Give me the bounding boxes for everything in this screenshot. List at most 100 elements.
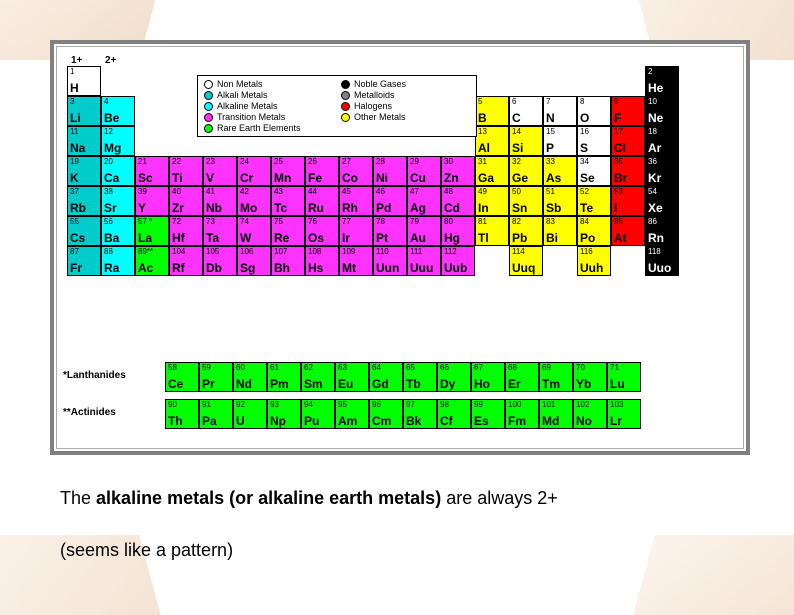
element-cell: 110Uun [373, 246, 407, 276]
element-cell: 5B [475, 96, 509, 126]
element-symbol: Uub [444, 262, 467, 274]
element-cell: 82Pb [509, 216, 543, 246]
element-symbol: Tm [542, 378, 560, 390]
element-cell: 94Pu [301, 399, 335, 429]
atomic-number: 57 * [138, 218, 152, 226]
atomic-number: 82 [512, 218, 521, 226]
atomic-number: 26 [308, 158, 317, 166]
atomic-number: 3 [70, 98, 74, 106]
element-symbol: Ga [478, 172, 494, 184]
element-cell: 109Mt [339, 246, 373, 276]
element-symbol: Po [580, 232, 595, 244]
element-cell: 57 * La [135, 216, 169, 246]
atomic-number: 97 [406, 401, 415, 409]
element-symbol: In [478, 202, 489, 214]
element-symbol: Rf [172, 262, 185, 274]
lanthanides-label: *Lanthanides [63, 370, 126, 381]
element-cell: 81Tl [475, 216, 509, 246]
element-symbol: Ac [138, 262, 153, 274]
element-cell: 49In [475, 186, 509, 216]
element-cell: 70Yb [573, 362, 607, 392]
element-symbol: Es [474, 415, 489, 427]
atomic-number: 13 [478, 128, 487, 136]
element-cell: 68Er [505, 362, 539, 392]
element-cell: 79Au [407, 216, 441, 246]
atomic-number: 50 [512, 188, 521, 196]
legend-swatch [341, 80, 350, 89]
element-symbol: Gd [372, 378, 389, 390]
atomic-number: 68 [508, 364, 517, 372]
element-symbol: Fe [308, 172, 322, 184]
element-cell: 3 Li [67, 96, 101, 126]
element-cell: 21Sc [135, 156, 169, 186]
atomic-number: 32 [512, 158, 521, 166]
element-cell: 97Bk [403, 399, 437, 429]
legend-item: Transition Metals [204, 112, 333, 122]
element-symbol: Zn [444, 172, 459, 184]
legend-label: Noble Gases [354, 79, 406, 89]
element-symbol: Bi [546, 232, 558, 244]
element-symbol: S [580, 142, 588, 154]
atomic-number: 64 [372, 364, 381, 372]
element-symbol: Os [308, 232, 324, 244]
element-cell: 4Be [101, 96, 135, 126]
atomic-number: 118 [648, 248, 661, 256]
atomic-number: 66 [440, 364, 449, 372]
atomic-number: 43 [274, 188, 283, 196]
element-symbol: Pu [304, 415, 319, 427]
element-symbol: Rh [342, 202, 358, 214]
atomic-number: 53 [614, 188, 623, 196]
element-symbol: U [236, 415, 245, 427]
element-symbol: Tc [274, 202, 287, 214]
element-symbol: Rn [648, 232, 664, 244]
element-cell: 80Hg [441, 216, 475, 246]
atomic-number: 111 [410, 248, 422, 256]
element-symbol: Ce [168, 378, 183, 390]
element-cell: 116Uuh [577, 246, 611, 276]
element-symbol: Lu [610, 378, 625, 390]
element-symbol: La [138, 232, 152, 244]
atomic-number: 78 [376, 218, 385, 226]
element-cell: 65Tb [403, 362, 437, 392]
element-symbol: Sm [304, 378, 323, 390]
atomic-number: 18 [648, 128, 657, 136]
element-symbol: Sb [546, 202, 561, 214]
atomic-number: 90 [168, 401, 177, 409]
atomic-number: 27 [342, 158, 351, 166]
element-cell: 58Ce [165, 362, 199, 392]
element-symbol: Na [70, 142, 85, 154]
element-cell: 56Ba [101, 216, 135, 246]
atomic-number: 91 [202, 401, 211, 409]
legend-label: Alkaline Metals [217, 101, 278, 111]
atomic-number: 40 [172, 188, 181, 196]
element-cell: 27Co [339, 156, 373, 186]
element-cell: 62Sm [301, 362, 335, 392]
element-cell: 108Hs [305, 246, 339, 276]
element-cell: 36Kr [645, 156, 679, 186]
element-cell: 99Es [471, 399, 505, 429]
atomic-number: 60 [236, 364, 245, 372]
group-header: 1+ [69, 55, 103, 66]
element-symbol: Cf [440, 415, 453, 427]
element-cell: 87Fr [67, 246, 101, 276]
element-symbol: At [614, 232, 627, 244]
atomic-number: 34 [580, 158, 589, 166]
element-symbol: Nd [236, 378, 252, 390]
element-symbol: Si [512, 142, 523, 154]
element-cell: 17Cl [611, 126, 645, 156]
atomic-number: 22 [172, 158, 181, 166]
element-symbol: Cl [614, 142, 626, 154]
element-cell: 112Uub [441, 246, 475, 276]
legend-label: Other Metals [354, 112, 406, 122]
legend: Non MetalsNoble GasesAlkali MetalsMetall… [197, 75, 477, 137]
element-symbol: Li [70, 112, 81, 124]
atomic-number: 55 [70, 218, 79, 226]
atomic-number: 98 [440, 401, 449, 409]
element-symbol: Y [138, 202, 146, 214]
atomic-number: 100 [508, 401, 521, 409]
atomic-number: 16 [580, 128, 589, 136]
atomic-number: 9 [614, 98, 618, 106]
element-cell: 89**Ac [135, 246, 169, 276]
element-symbol: Hg [444, 232, 460, 244]
element-cell: 72Hf [169, 216, 203, 246]
